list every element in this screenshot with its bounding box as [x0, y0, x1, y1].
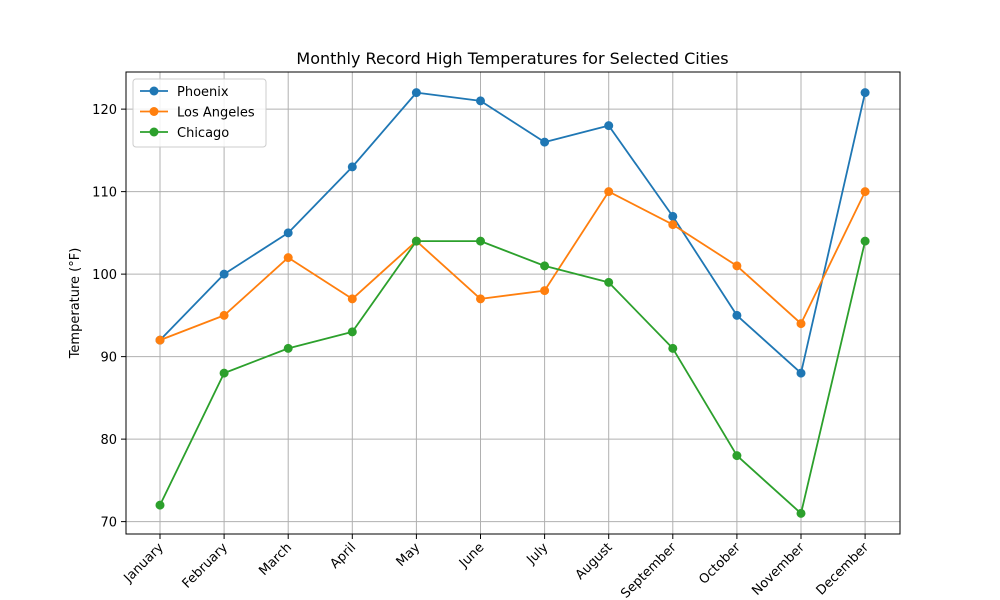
data-point-phoenix: [411, 88, 421, 98]
legend-label: Phoenix: [177, 85, 229, 100]
y-tick-label: 80: [100, 433, 117, 448]
legend-label: Los Angeles: [177, 106, 255, 121]
series-line-phoenix: [159, 91, 866, 375]
legend-item-phoenix: Phoenix: [140, 85, 229, 100]
series-line-chicago: [159, 240, 866, 515]
legend-swatch-marker: [149, 127, 159, 137]
y-tick-label: 100: [92, 268, 117, 283]
data-point-chicago: [476, 236, 485, 246]
data-point-phoenix: [604, 121, 614, 131]
grid: [126, 72, 900, 534]
data-point-phoenix: [732, 310, 742, 320]
series-line-los-angeles: [159, 190, 866, 341]
data-point-los-angeles: [155, 335, 165, 345]
legend-box: [132, 78, 267, 148]
data-point-chicago: [860, 236, 870, 246]
series-layer: [155, 88, 870, 518]
legend-swatch-marker: [149, 86, 159, 96]
series-chicago: [155, 236, 870, 518]
plot-frame: [125, 71, 901, 535]
y-tick-label: 110: [92, 186, 117, 201]
data-point-chicago: [732, 451, 742, 461]
data-point-phoenix: [219, 269, 229, 279]
data-point-los-angeles: [347, 294, 357, 304]
data-point-los-angeles: [604, 187, 614, 197]
data-point-phoenix: [668, 211, 678, 221]
data-point-los-angeles: [732, 261, 742, 271]
data-point-chicago: [796, 508, 806, 518]
data-point-los-angeles: [283, 253, 293, 263]
legend-item-chicago: Chicago: [140, 126, 229, 141]
legend-item-los-angeles: Los Angeles: [140, 106, 255, 121]
data-point-phoenix: [283, 228, 293, 238]
chart-title: Monthly Record High Temperatures for Sel…: [296, 49, 728, 68]
data-point-chicago: [283, 343, 293, 353]
data-point-phoenix: [476, 96, 485, 106]
data-point-phoenix: [347, 162, 357, 172]
data-point-chicago: [219, 368, 229, 378]
legend: Phoenix Los Angeles Chicago: [132, 78, 267, 148]
data-point-chicago: [604, 277, 614, 287]
y-tick-label: 120: [92, 103, 117, 118]
data-point-chicago: [155, 500, 165, 510]
data-point-los-angeles: [476, 294, 485, 304]
y-tick-label: 90: [100, 351, 117, 366]
data-point-chicago: [540, 261, 550, 271]
legend-label: Chicago: [177, 126, 229, 141]
data-point-los-angeles: [796, 319, 806, 329]
data-point-los-angeles: [219, 310, 229, 320]
data-point-phoenix: [860, 88, 870, 98]
legend-swatch-marker: [149, 107, 159, 116]
data-point-los-angeles: [668, 220, 678, 230]
y-tick-label: 70: [100, 516, 117, 531]
data-point-los-angeles: [540, 286, 550, 296]
y-axis-label: Temperature (°F): [68, 248, 83, 360]
data-point-chicago: [668, 343, 678, 353]
data-point-phoenix: [796, 368, 806, 378]
data-point-chicago: [411, 236, 421, 246]
data-point-chicago: [347, 327, 357, 337]
data-point-phoenix: [540, 137, 550, 147]
data-point-los-angeles: [860, 187, 870, 197]
